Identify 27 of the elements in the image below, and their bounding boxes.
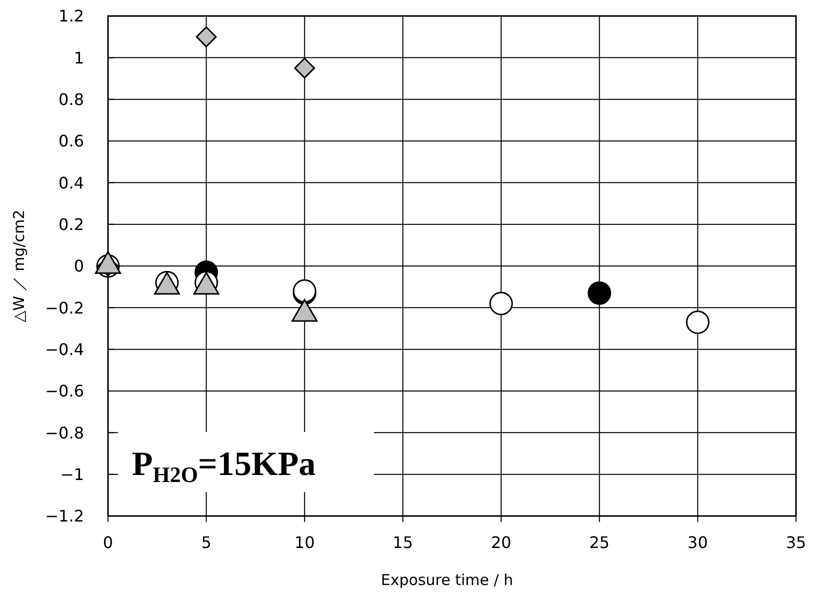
y-tick-label: −1.2 [45, 506, 84, 526]
point [196, 26, 217, 48]
y-tick-label: 1 [74, 48, 84, 68]
x-tick-label: 25 [589, 533, 610, 552]
x-tick-label: 35 [786, 533, 806, 552]
y-tick-label: 0.6 [58, 132, 84, 151]
point [588, 281, 612, 305]
x-tick-label: 20 [490, 533, 512, 552]
y-tick-label: −0.4 [45, 340, 84, 359]
y-tick-label: −1 [60, 464, 84, 484]
y-axis-title: △W ／ mg/cm2 [10, 210, 28, 322]
x-tick-label: 15 [392, 533, 414, 552]
y-tick-label: 0 [74, 256, 84, 276]
y-tick-label: −0.2 [45, 298, 84, 318]
y-tick-label: 1.2 [58, 6, 84, 26]
annotation: P$_{H2O}$=15KPa [132, 446, 316, 487]
y-tick-label: 0.8 [58, 90, 84, 109]
x-tick-label: 5 [201, 533, 212, 552]
point [294, 58, 316, 79]
y-tick-label: −0.8 [45, 423, 84, 442]
y-tick-label: −0.6 [45, 382, 84, 401]
x-tick-label: 10 [294, 533, 315, 552]
y-tick-label: 0.2 [58, 214, 84, 234]
x-tick-label: 30 [688, 533, 708, 552]
x-tick-label: 0 [102, 533, 114, 552]
y-tick-label: 0.4 [58, 173, 84, 192]
x-axis-title: Exposure time / h [380, 571, 514, 589]
